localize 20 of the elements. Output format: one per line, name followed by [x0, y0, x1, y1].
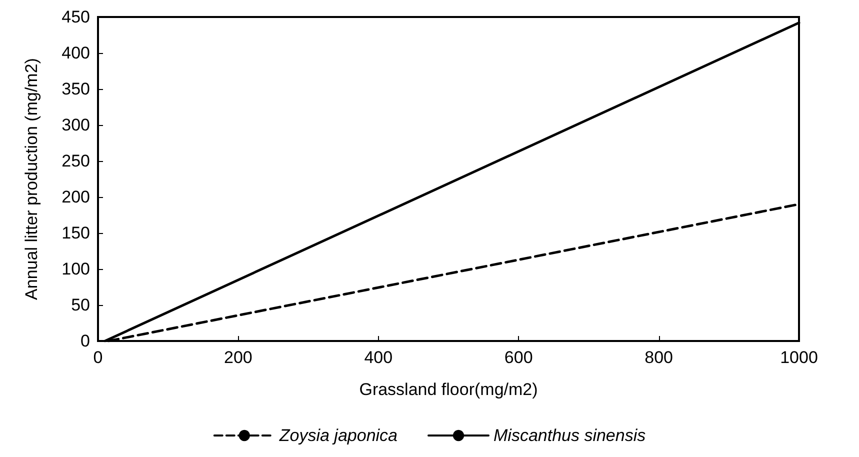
y-tick-label: 100 [62, 260, 90, 278]
y-tick-label: 450 [62, 8, 90, 26]
x-axis-title: Grassland floor(mg/m2) [359, 380, 538, 399]
y-tick-label: 250 [62, 152, 90, 170]
x-tick-label: 400 [364, 348, 393, 367]
x-tick-label: 1000 [780, 348, 818, 367]
x-tick-label: 0 [93, 348, 103, 367]
y-axis-title: Annual litter production (mg/m2) [22, 58, 41, 300]
x-tick-label: 200 [224, 348, 252, 367]
y-tick-label: 350 [62, 80, 90, 98]
legend-label: Miscanthus sinensis [494, 426, 646, 445]
y-tick-label: 300 [62, 116, 90, 134]
y-tick-label: 50 [71, 296, 90, 314]
y-tick-label: 0 [80, 332, 90, 350]
x-tick-label: 600 [504, 348, 533, 367]
y-tick-label: 200 [62, 188, 90, 206]
x-tick-label: 800 [644, 348, 673, 367]
legend-label: Zoysia japonica [278, 426, 398, 445]
y-tick-label: 400 [62, 44, 90, 62]
y-tick-label: 150 [62, 224, 90, 242]
